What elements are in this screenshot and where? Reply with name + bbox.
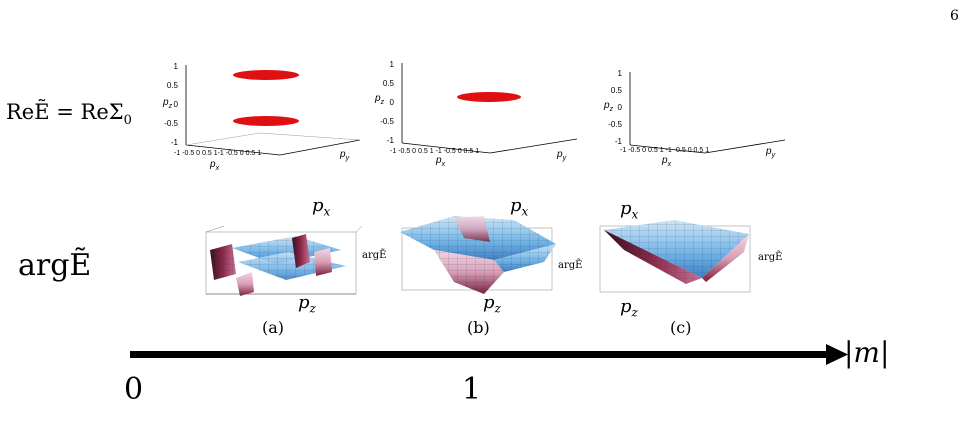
- svg-text:-1 -0.5 0 0.5 1 -1 -0.5: -1 -0.5 0 0.5 1 -1 -0.5 0 0.5 1: [620, 147, 709, 154]
- px-label: px: [209, 159, 220, 172]
- svg-text:0: 0: [618, 103, 623, 112]
- surface-a-pz-label: pz: [298, 292, 316, 316]
- svg-text:-0.5: -0.5: [608, 120, 622, 129]
- surface-b-px-label: px: [510, 195, 529, 219]
- surface-c-arg-label: argẼ: [758, 252, 783, 263]
- svg-text:py: py: [556, 149, 567, 162]
- pz-label: pz: [162, 97, 173, 110]
- svg-text:px: px: [661, 155, 672, 168]
- z-tick: -0.5: [164, 119, 178, 128]
- svg-text:0.5: 0.5: [383, 79, 395, 88]
- surface-a-arg-label: argẼ: [362, 250, 387, 261]
- svg-text:1: 1: [618, 69, 623, 78]
- surface-plot-b: [400, 216, 556, 294]
- z-tick: 0.5: [167, 81, 179, 90]
- row-label-re: ReẼ = ReΣ0: [6, 100, 132, 129]
- page-number: 6: [950, 8, 959, 24]
- surface-c-pz-label: pz: [620, 296, 638, 320]
- svg-text:pz: pz: [603, 100, 614, 113]
- z-tick-labels: 1 0.5 0 -0.5 -1: [164, 62, 178, 147]
- svg-text:0.5: 0.5: [611, 86, 623, 95]
- row-label-arg: argẼ: [18, 248, 92, 283]
- fermi-surface-plot-3: 1 0.5 0 -0.5 -1 -1 -0.5 0 0.5 1 -1 -0.5 …: [603, 69, 786, 168]
- m-tick-1: 1: [462, 372, 482, 407]
- svg-text:1: 1: [390, 60, 395, 69]
- z-tick: 0: [174, 100, 179, 109]
- surface-a-px-label: px: [312, 195, 331, 219]
- surface-b-arg-label: argẼ: [558, 260, 583, 271]
- caption-a: (a): [262, 318, 285, 337]
- py-label: py: [339, 149, 350, 162]
- surface-b-pz-label: pz: [483, 292, 501, 316]
- z-tick: -1: [171, 138, 179, 147]
- svg-text:px: px: [435, 155, 446, 168]
- fermi-surface-plot-1: 1 0.5 0 -0.5 -1 -1 -0.5 0 0.5 1-1 -0.5 0…: [162, 62, 361, 172]
- svg-text:-0.5: -0.5: [380, 117, 394, 126]
- caption-b: (b): [467, 318, 490, 337]
- svg-text:pz: pz: [374, 93, 385, 106]
- surface-plot-c: [599, 220, 751, 293]
- svg-text:-1: -1: [615, 137, 623, 146]
- surface-plot-a: [205, 225, 363, 296]
- caption-c: (c): [670, 318, 692, 337]
- upper-red-disk: [233, 70, 299, 80]
- fermi-surface-plot-2: 1 0.5 0 -0.5 -1 -1 -0.5 0 0.5 1 -1 -0.5 …: [374, 60, 578, 168]
- m-tick-0: 0: [124, 372, 144, 407]
- m-axis-label: |m|: [844, 336, 890, 369]
- svg-text:0: 0: [390, 98, 395, 107]
- z-tick: 1: [174, 62, 179, 71]
- lower-red-disk: [233, 116, 299, 126]
- middle-red-disk: [457, 92, 521, 102]
- surface-c-px-label: px: [620, 198, 639, 222]
- xy-ticks: -1 -0.5 0 0.5 1-1 -0.5 0 0.5 1: [174, 150, 261, 157]
- m-axis-arrow: [130, 344, 848, 365]
- svg-text:py: py: [765, 146, 776, 159]
- svg-text:-1 -0.5 0 0.5 1 -1 -0.5: -1 -0.5 0 0.5 1 -1 -0.5 0 0.5 1: [390, 148, 479, 155]
- svg-text:-1: -1: [387, 136, 395, 145]
